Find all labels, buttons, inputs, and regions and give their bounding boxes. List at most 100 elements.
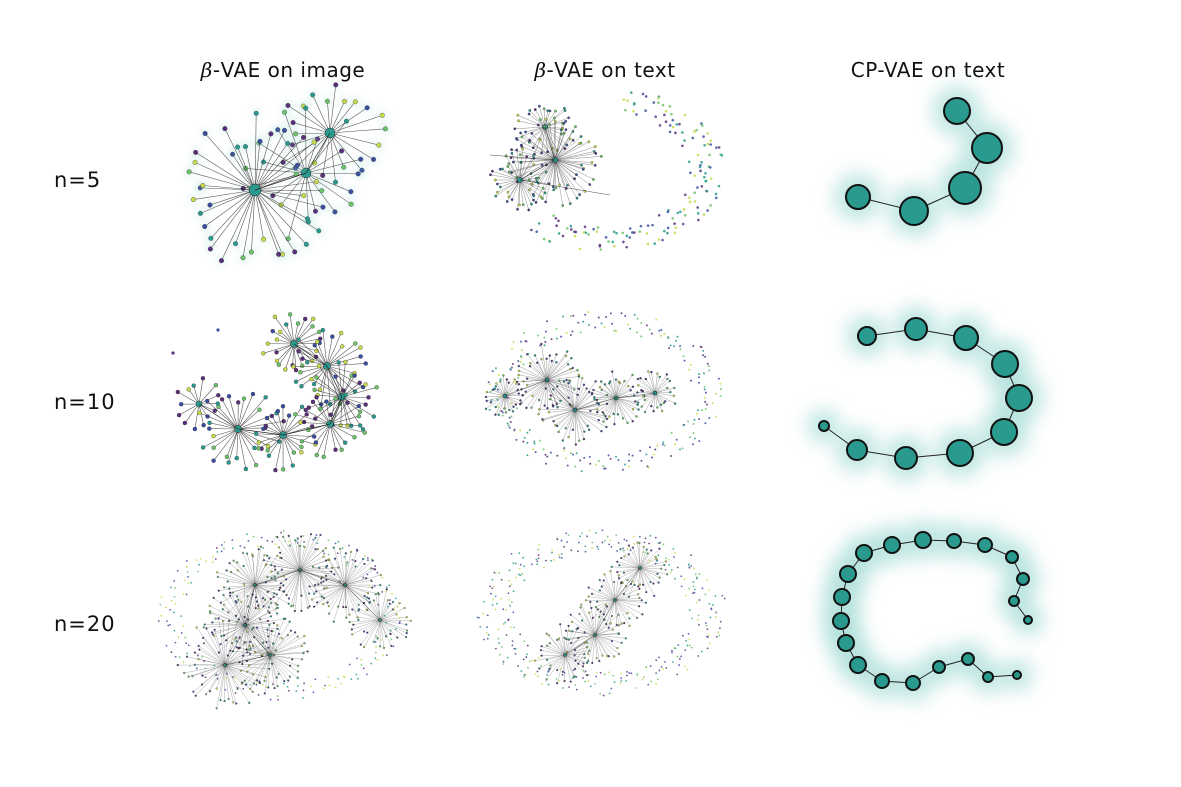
isolated-node [517,665,520,667]
isolated-node [698,440,701,443]
leaf-node [379,573,382,577]
edge [299,565,328,571]
isolated-node [490,592,492,595]
edge [588,587,616,601]
edge [534,654,566,661]
isolated-node [698,373,701,376]
edge [621,557,641,569]
edge [247,584,256,620]
isolated-node [560,539,563,542]
leaf-node [278,329,283,334]
isolated-node [693,191,696,195]
isolated-node [393,608,396,611]
edge [216,664,226,709]
isolated-node [365,673,368,676]
edge [244,599,266,626]
leaf-node [230,570,233,574]
edge [591,599,616,609]
edge [244,601,257,626]
edge [574,381,596,411]
edge [344,584,381,621]
edge [254,569,301,586]
edge [341,387,377,398]
leaf-node [358,345,363,350]
leaf-node [540,163,544,167]
edge [218,618,226,666]
edge [594,634,618,649]
edge [276,343,295,362]
isolated-node [518,567,521,570]
edge [546,355,551,381]
leaf-node [357,409,363,414]
leaf-node [234,636,238,639]
isolated-node [513,428,516,431]
edge [546,379,575,390]
isolated-node [629,327,632,330]
edge [209,422,239,430]
leaf-node [254,596,257,599]
isolated-node [717,377,720,380]
leaf-node [590,592,594,595]
edge [602,397,617,413]
edge [299,569,340,582]
edge [599,387,617,399]
isolated-node [558,556,561,559]
leaf-node [234,456,239,461]
isolated-node [297,684,299,687]
chain-node [990,418,1018,446]
edge [545,388,576,411]
edge [254,141,315,191]
edge [543,409,576,421]
leaf-node [295,321,301,326]
isolated-node [376,571,379,574]
edge [224,664,234,703]
leaf-node [205,627,208,630]
edge [224,664,253,692]
edge [209,605,246,626]
edge [274,316,295,345]
edge [601,389,617,399]
leaf-node [264,675,267,679]
edge [328,584,346,614]
leaf-node [532,194,536,198]
isolated-node [186,570,189,573]
edge [254,164,298,191]
isolated-node [624,463,627,466]
isolated-node [512,341,515,344]
edge [329,128,386,134]
isolated-node [675,123,679,126]
leaf-node [311,316,316,321]
edge [379,609,394,621]
leaf-node [491,388,494,391]
leaf-node [200,445,206,450]
isolated-node [657,213,661,217]
isolated-node [314,548,317,551]
leaf-node [246,630,249,633]
isolated-node [381,590,384,593]
leaf-node [367,592,370,595]
leaf-node [519,131,522,135]
edge [614,599,617,625]
edge [269,652,304,656]
isolated-node [650,680,653,683]
isolated-node [491,587,494,590]
edge [269,654,279,675]
edge [244,584,246,626]
leaf-node [282,535,285,538]
leaf-node [237,618,240,621]
isolated-node [573,230,576,234]
edge [379,600,389,621]
leaf-node [593,398,596,401]
isolated-node [708,603,711,605]
edge [564,654,574,678]
isolated-node [334,686,337,689]
isolated-node [607,240,610,243]
isolated-node [719,382,722,385]
leaf-node [248,640,252,643]
isolated-node [638,230,642,233]
isolated-node [641,92,645,96]
isolated-node [514,652,517,655]
edge [254,189,319,232]
chain-node [932,660,946,674]
isolated-node [584,313,587,316]
